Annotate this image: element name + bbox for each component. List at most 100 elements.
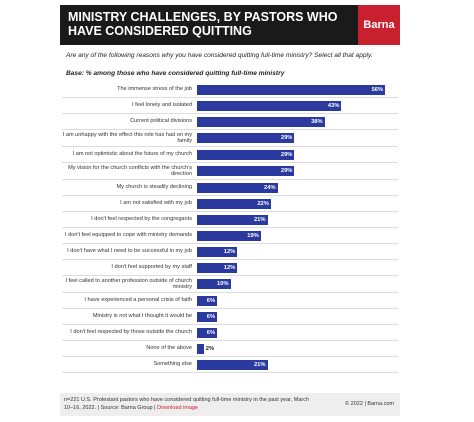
bar (197, 133, 295, 143)
bar-area: 24% (197, 182, 398, 193)
bar-area: 21% (197, 214, 398, 225)
value-label: 38% (311, 118, 323, 125)
bar-area: 43% (197, 100, 398, 111)
bar (197, 343, 204, 354)
bar-area: 19% (197, 230, 398, 241)
bar-area: 2% (197, 343, 398, 354)
bar (197, 166, 295, 176)
footer-note: n=221 U.S. Protestant pastors who have c… (64, 397, 319, 412)
bar (197, 279, 231, 289)
value-label: 56% (371, 86, 384, 93)
footer: n=221 U.S. Protestant pastors who have c… (60, 393, 400, 416)
category-label: I don't feel supported by my staff (111, 264, 192, 271)
bar (197, 230, 261, 241)
category-label: I am unhappy with the effect this role h… (62, 131, 192, 145)
bar (197, 214, 268, 225)
value-label: 6% (206, 329, 216, 336)
bar (197, 359, 268, 370)
row: My church is steadily declining 24% (62, 180, 398, 196)
brand: Barna (358, 5, 400, 45)
category-label: I have experienced a personal crisis of … (84, 297, 192, 304)
category-label: I am not optimistic about the future of … (72, 151, 192, 158)
category-label: Current political divisions (130, 118, 192, 125)
bar-area: 6% (197, 311, 398, 322)
bar-area: 56% (197, 84, 398, 95)
row: I don't have what I need to be successfu… (62, 244, 398, 260)
bar (197, 116, 325, 127)
bar-area: 29% (197, 149, 398, 160)
bar (197, 198, 271, 209)
row: I feel called to another profession outs… (62, 276, 398, 293)
category-label: Something else (153, 361, 192, 368)
category-label: I don't feel respected by the congregant… (91, 216, 192, 223)
value-label: 6% (206, 313, 216, 320)
value-label: 12% (223, 248, 236, 255)
value-label: 24% (264, 184, 276, 191)
bar-area: 6% (197, 295, 398, 306)
row: I don't feel equipped to cope with minis… (62, 228, 398, 244)
download-link[interactable]: Download image (157, 404, 199, 411)
row: I am not satisfied with my job 22% (62, 196, 398, 212)
bar (197, 149, 295, 160)
bar-area: 12% (197, 246, 398, 257)
bar-area: 29% (197, 166, 398, 176)
value-label: 21% (253, 361, 266, 368)
category-label: My church is steadily declining (116, 184, 192, 191)
row: I am unhappy with the effect this role h… (62, 130, 398, 147)
row: My vision for the church conflicts with … (62, 163, 398, 180)
bar (197, 84, 386, 95)
plot: The immense stress of the job 56% I feel l… (62, 82, 398, 373)
base-note: Base: % among those who have considered … (66, 70, 285, 77)
category-label: I am not satisfied with my job (120, 200, 192, 207)
value-label: 6% (206, 297, 216, 304)
category-label: I don't feel equipped to cope with minis… (64, 232, 192, 239)
bar (197, 327, 218, 338)
value-label: 22% (257, 200, 269, 207)
row: The immense stress of the job 56% (62, 82, 398, 98)
bar (197, 246, 238, 257)
bar-area: 21% (197, 359, 398, 370)
bar (197, 295, 218, 306)
bar-area: 29% (197, 133, 398, 143)
row: I don't feel respected by the congregant… (62, 212, 398, 228)
bar (197, 262, 238, 273)
bar-area: 12% (197, 262, 398, 273)
value-label: 29% (280, 135, 293, 141)
value-label: 29% (280, 168, 293, 174)
bar (197, 100, 342, 111)
value-label: 43% (327, 102, 340, 109)
bar-area: 38% (197, 116, 398, 127)
value-label: 12% (223, 264, 236, 271)
header: MINISTRY CHALLENGES, BY PASTORS WHO HAVE… (60, 5, 400, 45)
category-label: I don't have what I need to be successfu… (67, 248, 192, 255)
row: Ministry is not what I thought it would … (62, 309, 398, 325)
value-label: 2% (205, 345, 215, 352)
value-label: 29% (280, 151, 293, 158)
subtitle: Are any of the following reasons why you… (66, 52, 373, 59)
category-label: None of the above (146, 345, 192, 352)
bar-area: 22% (197, 198, 398, 209)
row: I don't feel supported by my staff 12% (62, 260, 398, 276)
category-label: I feel called to another profession outs… (65, 277, 192, 291)
row: I am not optimistic about the future of … (62, 147, 398, 163)
value-label: 21% (253, 216, 266, 223)
category-label: I don't feel respected by those outside … (70, 329, 192, 336)
category-label: The immense stress of the job (117, 86, 192, 93)
copyright: © 2022 | Barna.com (345, 401, 394, 407)
bar (197, 311, 218, 322)
row: I have experienced a personal crisis of … (62, 293, 398, 309)
category-label: Ministry is not what I thought it would … (92, 313, 192, 320)
chart-title: MINISTRY CHALLENGES, BY PASTORS WHO HAVE… (68, 10, 338, 38)
bar-area: 10% (197, 279, 398, 289)
value-label: 10% (217, 281, 229, 287)
category-label: I feel lonely and isolated (131, 102, 192, 109)
row: I feel lonely and isolated 43% (62, 98, 398, 114)
row: None of the above 2% (62, 341, 398, 357)
category-label: My vision for the church conflicts with … (68, 164, 192, 178)
bar-area: 6% (197, 327, 398, 338)
source: n=221 U.S. Protestant pastors who have c… (64, 397, 310, 411)
row: Something else 21% (62, 357, 398, 373)
value-label: 19% (247, 232, 259, 239)
row: Current political divisions 38% (62, 114, 398, 130)
